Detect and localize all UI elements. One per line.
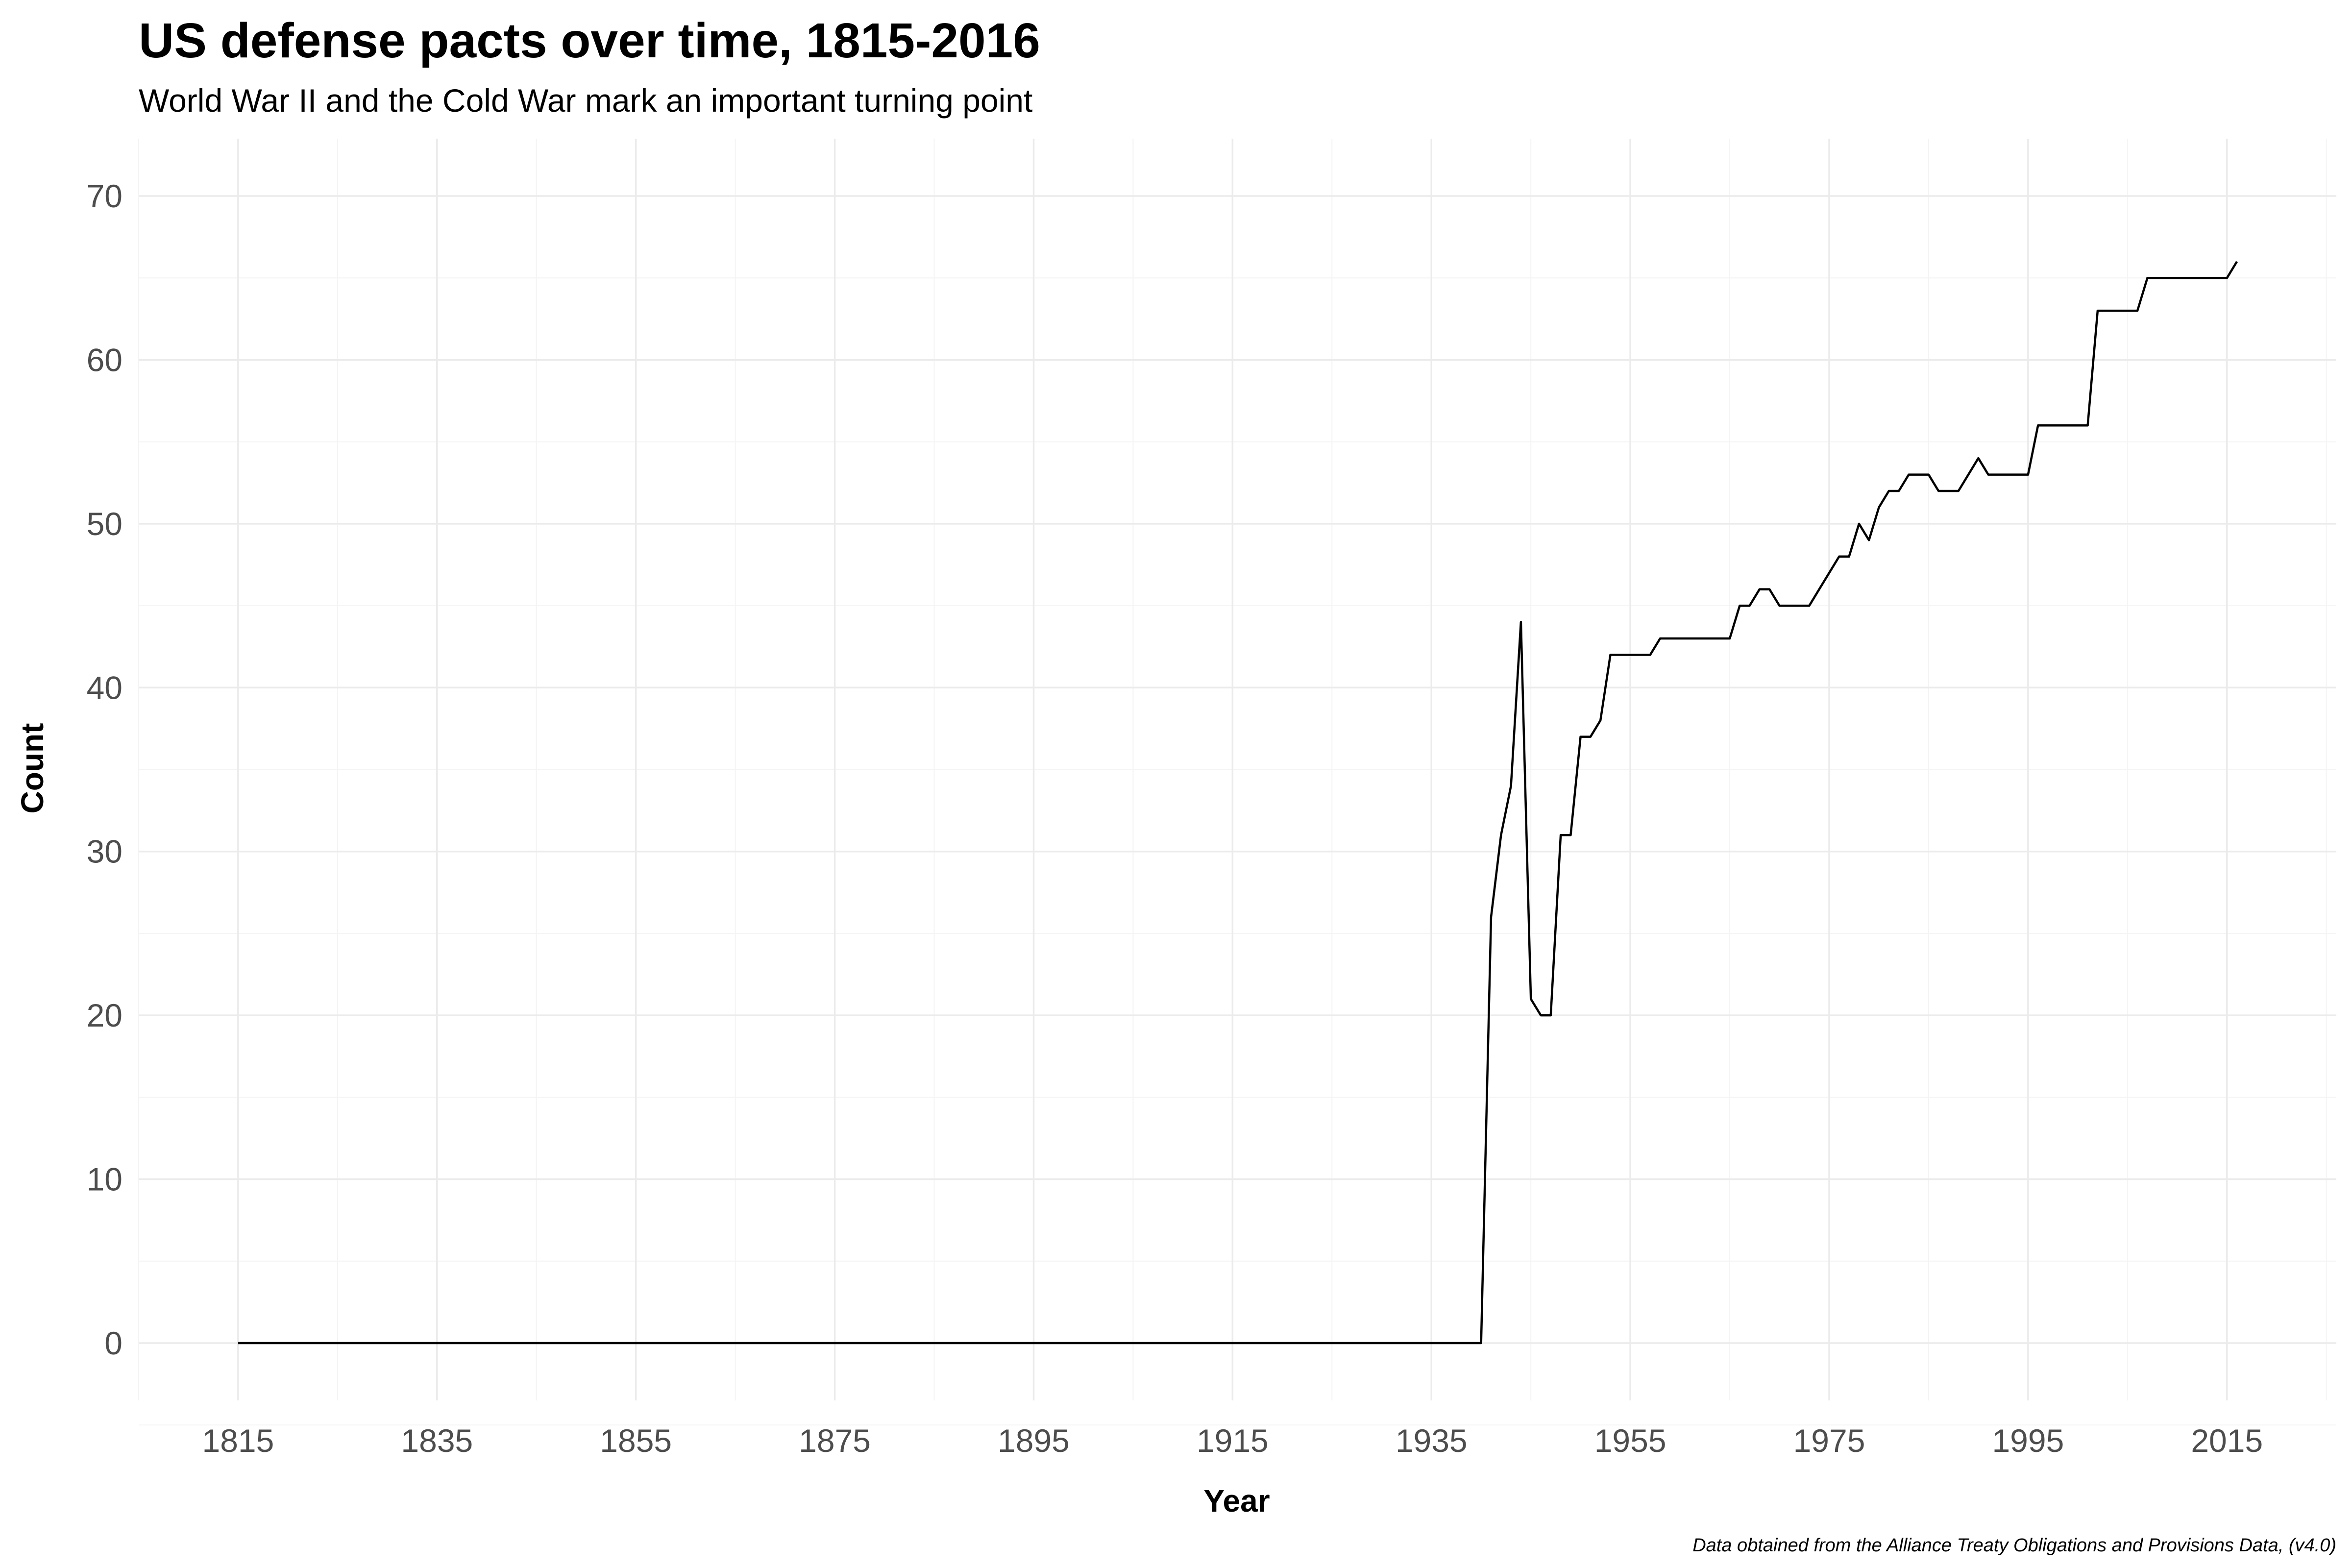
y-tick-label: 30 bbox=[87, 833, 122, 870]
x-tick-label: 1815 bbox=[202, 1422, 274, 1459]
x-tick-label: 1915 bbox=[1197, 1422, 1269, 1459]
y-tick-label: 60 bbox=[87, 342, 122, 378]
y-tick-label: 70 bbox=[87, 178, 122, 214]
x-tick-label: 1995 bbox=[1992, 1422, 2064, 1459]
chart-title: US defense pacts over time, 1815-2016 bbox=[139, 13, 1040, 68]
y-axis-tick-labels: 0 10 20 30 40 50 60 70 bbox=[87, 178, 122, 1361]
x-tick-label: 1835 bbox=[401, 1422, 473, 1459]
series-layer bbox=[238, 261, 2238, 1345]
data-source-caption: Data obtained from the Alliance Treaty O… bbox=[1692, 1535, 2336, 1556]
series-line bbox=[238, 261, 2238, 1345]
minor-gridlines bbox=[138, 139, 2336, 1426]
y-tick-label: 40 bbox=[87, 669, 122, 706]
y-tick-label: 20 bbox=[87, 997, 122, 1033]
x-tick-label: 1955 bbox=[1594, 1422, 1666, 1459]
x-tick-label: 1875 bbox=[799, 1422, 871, 1459]
x-tick-label: 1855 bbox=[600, 1422, 672, 1459]
x-tick-label: 1975 bbox=[1793, 1422, 1865, 1459]
x-tick-label: 2015 bbox=[2191, 1422, 2263, 1459]
y-tick-label: 0 bbox=[104, 1325, 122, 1361]
x-axis-title: Year bbox=[1203, 1483, 1270, 1519]
x-tick-label: 1895 bbox=[998, 1422, 1070, 1459]
y-tick-label: 10 bbox=[87, 1161, 122, 1198]
x-tick-label: 1935 bbox=[1396, 1422, 1468, 1459]
chart-subtitle: World War II and the Cold War mark an im… bbox=[139, 82, 1032, 119]
major-gridlines bbox=[139, 139, 2336, 1400]
x-axis-tick-labels: 1815 1835 1855 1875 1895 1915 1935 1955 1975 1995… bbox=[202, 1422, 2263, 1459]
y-axis-title: Count bbox=[15, 723, 50, 814]
y-tick-label: 50 bbox=[87, 506, 122, 542]
